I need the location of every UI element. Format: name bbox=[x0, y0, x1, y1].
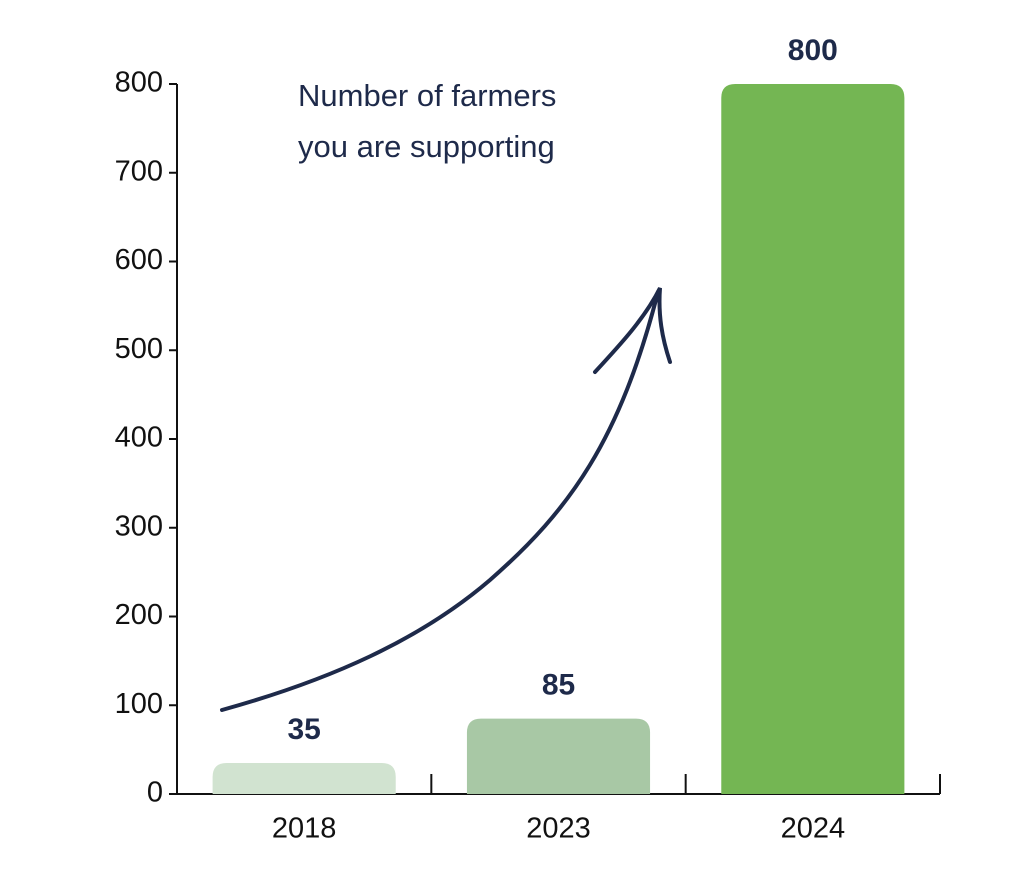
bar bbox=[466, 718, 651, 794]
x-tick-label: 2023 bbox=[526, 813, 591, 845]
value-label: 35 bbox=[287, 713, 320, 746]
y-tick-label: 100 bbox=[115, 688, 163, 720]
value-label: 800 bbox=[788, 34, 838, 67]
y-tick-label: 700 bbox=[115, 155, 163, 187]
bar bbox=[212, 762, 396, 794]
x-tick-label: 2018 bbox=[272, 813, 337, 845]
y-tick-label: 300 bbox=[115, 510, 163, 542]
x-tick-label: 2024 bbox=[781, 813, 846, 845]
chart-title: you are supporting bbox=[298, 129, 555, 164]
y-tick-label: 400 bbox=[115, 422, 163, 454]
y-tick-label: 500 bbox=[115, 333, 163, 365]
y-tick-label: 0 bbox=[147, 777, 163, 809]
bar bbox=[721, 84, 905, 794]
y-tick-label: 800 bbox=[115, 67, 163, 99]
growth-arrow bbox=[220, 287, 672, 712]
chart-title: Number of farmers bbox=[298, 78, 556, 113]
value-label: 85 bbox=[542, 668, 575, 701]
y-tick-label: 200 bbox=[115, 599, 163, 631]
y-tick-label: 600 bbox=[115, 244, 163, 276]
